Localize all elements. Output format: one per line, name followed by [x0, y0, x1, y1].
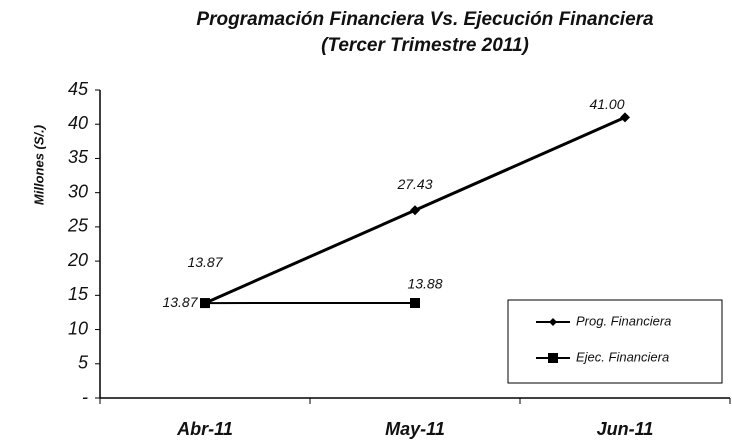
x-tick-label: Abr-11 [176, 419, 233, 439]
y-tick-label: 20 [67, 250, 88, 270]
data-label: 27.43 [396, 176, 432, 192]
marker [410, 205, 420, 216]
x-tick-label: May-11 [385, 419, 445, 439]
y-axis-label: Millones (S/.) [31, 125, 46, 205]
y-tick-label: 30 [68, 181, 88, 201]
chart-title: Programación Financiera Vs. Ejecución Fi… [196, 9, 654, 30]
y-tick-label: 5 [78, 353, 89, 373]
legend-marker [549, 318, 557, 326]
y-tick-label: - [82, 387, 88, 407]
marker [200, 298, 210, 309]
y-tick-label: 35 [68, 147, 89, 167]
data-label: 13.88 [407, 276, 442, 292]
data-label: 13.87 [162, 294, 198, 310]
legend-box [507, 299, 723, 384]
data-label: 13.87 [187, 254, 223, 270]
legend-label: Ejec. Financiera [576, 349, 669, 364]
marker [410, 297, 420, 308]
chart-subtitle: (Tercer Trimestre 2011) [321, 35, 529, 56]
data-label: 41.00 [589, 96, 624, 112]
legend-label: Prog. Financiera [576, 313, 671, 328]
y-tick-label: 45 [68, 79, 89, 99]
y-tick-label: 10 [68, 318, 88, 338]
legend-marker [548, 353, 558, 363]
y-tick-label: 40 [68, 113, 88, 133]
y-tick-label: 25 [67, 216, 89, 236]
x-tick-label: Jun-11 [597, 419, 654, 439]
y-tick-label: 15 [68, 284, 89, 304]
marker [620, 112, 630, 123]
